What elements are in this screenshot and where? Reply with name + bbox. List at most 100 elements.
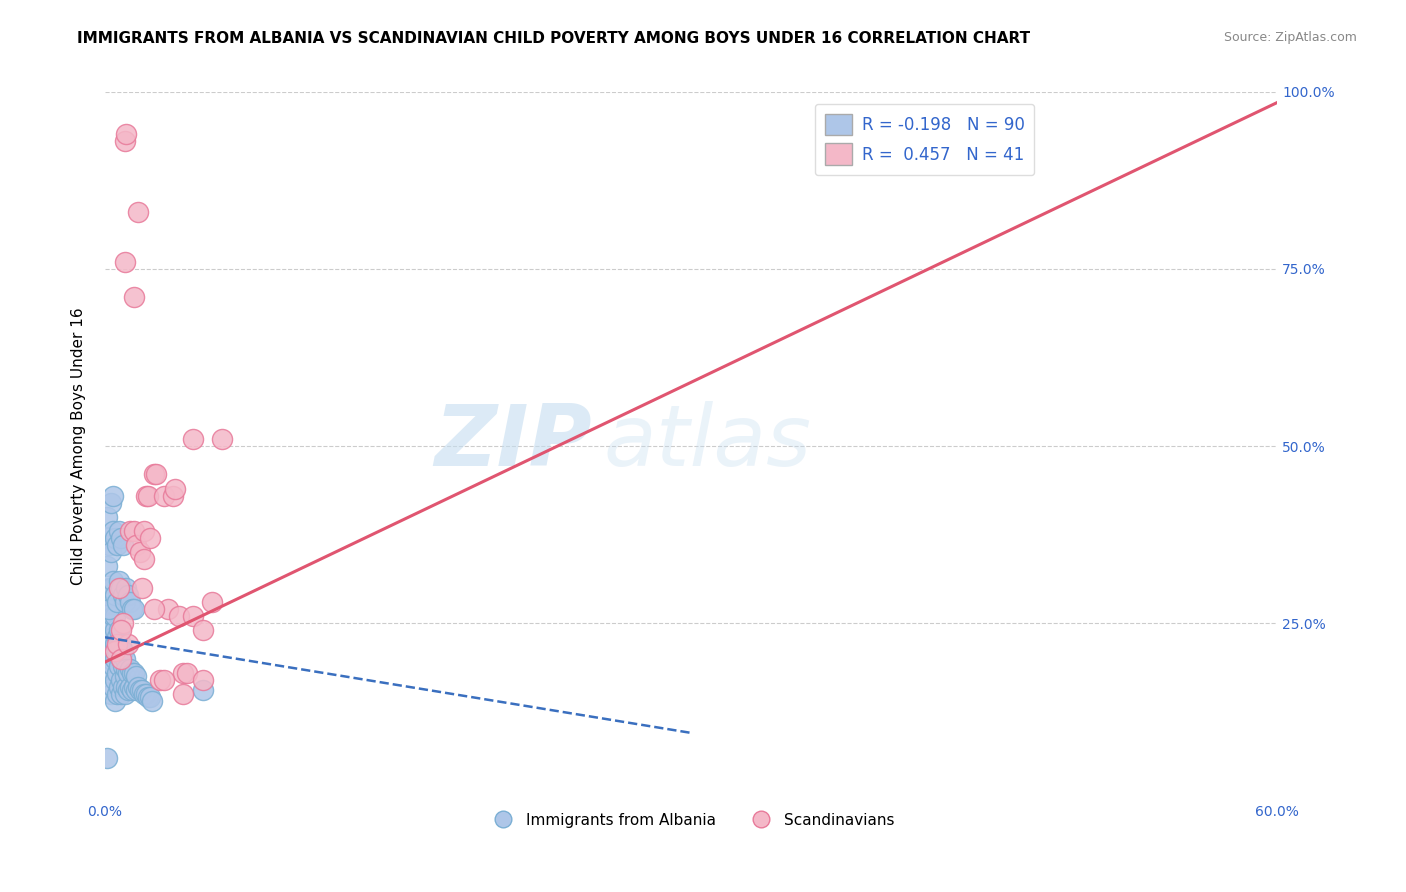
Point	[131, 683, 153, 698]
Y-axis label: Child Poverty Among Boys Under 16: Child Poverty Among Boys Under 16	[72, 307, 86, 585]
Point	[107, 658, 129, 673]
Point	[100, 602, 122, 616]
Point	[162, 489, 184, 503]
Point	[141, 694, 163, 708]
Point	[105, 595, 128, 609]
Point	[139, 690, 162, 705]
Point	[191, 673, 214, 687]
Point	[125, 538, 148, 552]
Point	[124, 602, 146, 616]
Point	[105, 637, 128, 651]
Point	[104, 609, 127, 624]
Point	[132, 552, 155, 566]
Point	[96, 750, 118, 764]
Point	[101, 524, 124, 538]
Point	[129, 683, 152, 698]
Point	[104, 644, 127, 658]
Point	[111, 588, 134, 602]
Point	[176, 665, 198, 680]
Point	[100, 545, 122, 559]
Point	[135, 687, 157, 701]
Point	[136, 690, 159, 705]
Point	[114, 255, 136, 269]
Point	[100, 665, 122, 680]
Point	[104, 673, 127, 687]
Point	[117, 588, 139, 602]
Point	[136, 489, 159, 503]
Point	[124, 665, 146, 680]
Point	[121, 665, 143, 680]
Point	[110, 687, 132, 701]
Point	[115, 662, 138, 676]
Point	[97, 595, 120, 609]
Point	[96, 588, 118, 602]
Point	[96, 509, 118, 524]
Point	[149, 673, 172, 687]
Point	[139, 531, 162, 545]
Point	[181, 432, 204, 446]
Point	[107, 680, 129, 694]
Point	[97, 651, 120, 665]
Point	[104, 588, 127, 602]
Point	[110, 581, 132, 595]
Point	[104, 637, 127, 651]
Point	[100, 651, 122, 665]
Point	[115, 680, 138, 694]
Text: Source: ZipAtlas.com: Source: ZipAtlas.com	[1223, 31, 1357, 45]
Point	[152, 489, 174, 503]
Point	[124, 290, 146, 304]
Point	[97, 616, 120, 631]
Point	[111, 538, 134, 552]
Point	[132, 524, 155, 538]
Point	[101, 658, 124, 673]
Point	[145, 467, 167, 482]
Point	[111, 616, 134, 631]
Point	[107, 624, 129, 638]
Point	[100, 581, 122, 595]
Point	[120, 595, 142, 609]
Point	[105, 665, 128, 680]
Point	[115, 581, 138, 595]
Point	[110, 651, 132, 665]
Point	[105, 630, 128, 644]
Text: atlas: atlas	[603, 401, 811, 484]
Point	[101, 630, 124, 644]
Point	[101, 644, 124, 658]
Point	[201, 595, 224, 609]
Point	[100, 496, 122, 510]
Point	[110, 624, 132, 638]
Point	[142, 467, 165, 482]
Point	[101, 574, 124, 588]
Point	[120, 662, 142, 676]
Point	[117, 683, 139, 698]
Point	[131, 581, 153, 595]
Point	[104, 651, 127, 665]
Point	[191, 683, 214, 698]
Point	[121, 683, 143, 698]
Point	[127, 205, 149, 219]
Point	[100, 687, 122, 701]
Point	[114, 687, 136, 701]
Point	[97, 538, 120, 552]
Legend: Immigrants from Albania, Scandinavians: Immigrants from Albania, Scandinavians	[481, 806, 901, 834]
Point	[114, 651, 136, 665]
Point	[110, 531, 132, 545]
Point	[96, 531, 118, 545]
Point	[111, 658, 134, 673]
Point	[107, 574, 129, 588]
Point	[125, 683, 148, 698]
Point	[100, 616, 122, 631]
Point	[191, 624, 214, 638]
Point	[172, 687, 194, 701]
Point	[104, 624, 127, 638]
Point	[101, 609, 124, 624]
Point	[100, 637, 122, 651]
Point	[121, 602, 143, 616]
Point	[129, 545, 152, 559]
Point	[114, 135, 136, 149]
Point	[101, 489, 124, 503]
Point	[111, 644, 134, 658]
Point	[165, 482, 187, 496]
Point	[142, 602, 165, 616]
Point	[110, 673, 132, 687]
